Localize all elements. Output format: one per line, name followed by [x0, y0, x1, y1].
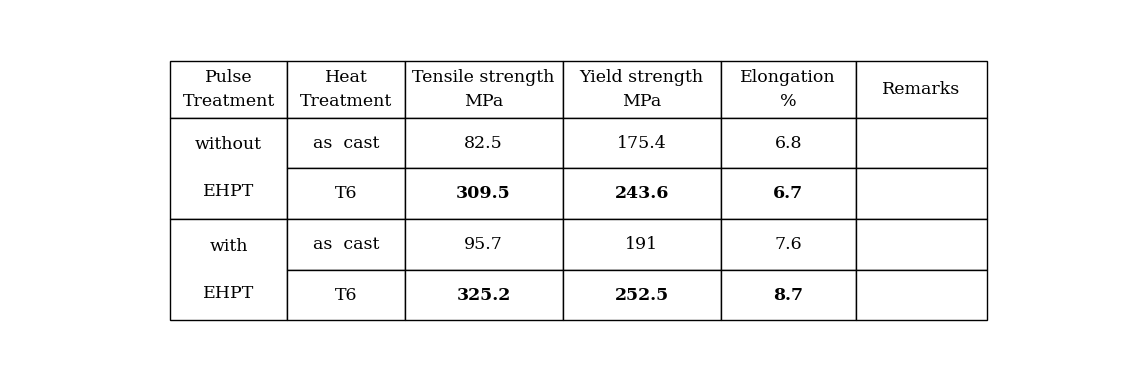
Text: Pulse
Treatment: Pulse Treatment	[183, 69, 274, 110]
Bar	[720, 169, 856, 219]
Text: 325.2: 325.2	[456, 287, 510, 304]
Text: Remarks: Remarks	[883, 81, 961, 98]
Bar	[170, 61, 287, 118]
Bar	[287, 61, 404, 118]
Bar	[404, 118, 562, 169]
Bar	[562, 219, 720, 270]
Bar	[856, 169, 987, 219]
Bar	[856, 61, 987, 118]
Text: T6: T6	[334, 287, 357, 304]
Text: 7.6: 7.6	[774, 236, 802, 253]
Bar	[404, 61, 562, 118]
Bar	[720, 270, 856, 321]
Text: as  cast: as cast	[313, 236, 379, 253]
Bar	[404, 219, 562, 270]
Text: Heat
Treatment: Heat Treatment	[300, 69, 392, 110]
Text: 82.5: 82.5	[464, 135, 502, 152]
Text: with

EHPT: with EHPT	[203, 238, 254, 302]
Text: 243.6: 243.6	[614, 185, 668, 202]
Text: 175.4: 175.4	[616, 135, 666, 152]
Bar	[287, 118, 404, 169]
Bar	[562, 169, 720, 219]
Text: Tensile strength
MPa: Tensile strength MPa	[412, 69, 554, 110]
Bar	[170, 118, 287, 219]
Bar	[562, 61, 720, 118]
Text: 6.7: 6.7	[773, 185, 804, 202]
Text: 8.7: 8.7	[773, 287, 804, 304]
Text: 309.5: 309.5	[456, 185, 511, 202]
Text: Yield strength
MPa: Yield strength MPa	[579, 69, 703, 110]
Bar	[287, 270, 404, 321]
Bar	[720, 219, 856, 270]
Text: 95.7: 95.7	[464, 236, 504, 253]
Bar	[562, 118, 720, 169]
Text: 6.8: 6.8	[774, 135, 802, 152]
Bar	[170, 219, 287, 321]
Text: as  cast: as cast	[313, 135, 379, 152]
Bar	[856, 219, 987, 270]
Bar	[720, 61, 856, 118]
Bar	[404, 270, 562, 321]
Bar	[720, 118, 856, 169]
Bar	[856, 270, 987, 321]
Bar	[287, 169, 404, 219]
Bar	[562, 270, 720, 321]
Bar	[404, 169, 562, 219]
Text: T6: T6	[334, 185, 357, 202]
Text: 191: 191	[625, 236, 658, 253]
Bar	[856, 118, 987, 169]
Text: 252.5: 252.5	[614, 287, 668, 304]
Text: without

EHPT: without EHPT	[195, 136, 262, 200]
Bar	[287, 219, 404, 270]
Text: Elongation
%: Elongation %	[741, 69, 837, 110]
